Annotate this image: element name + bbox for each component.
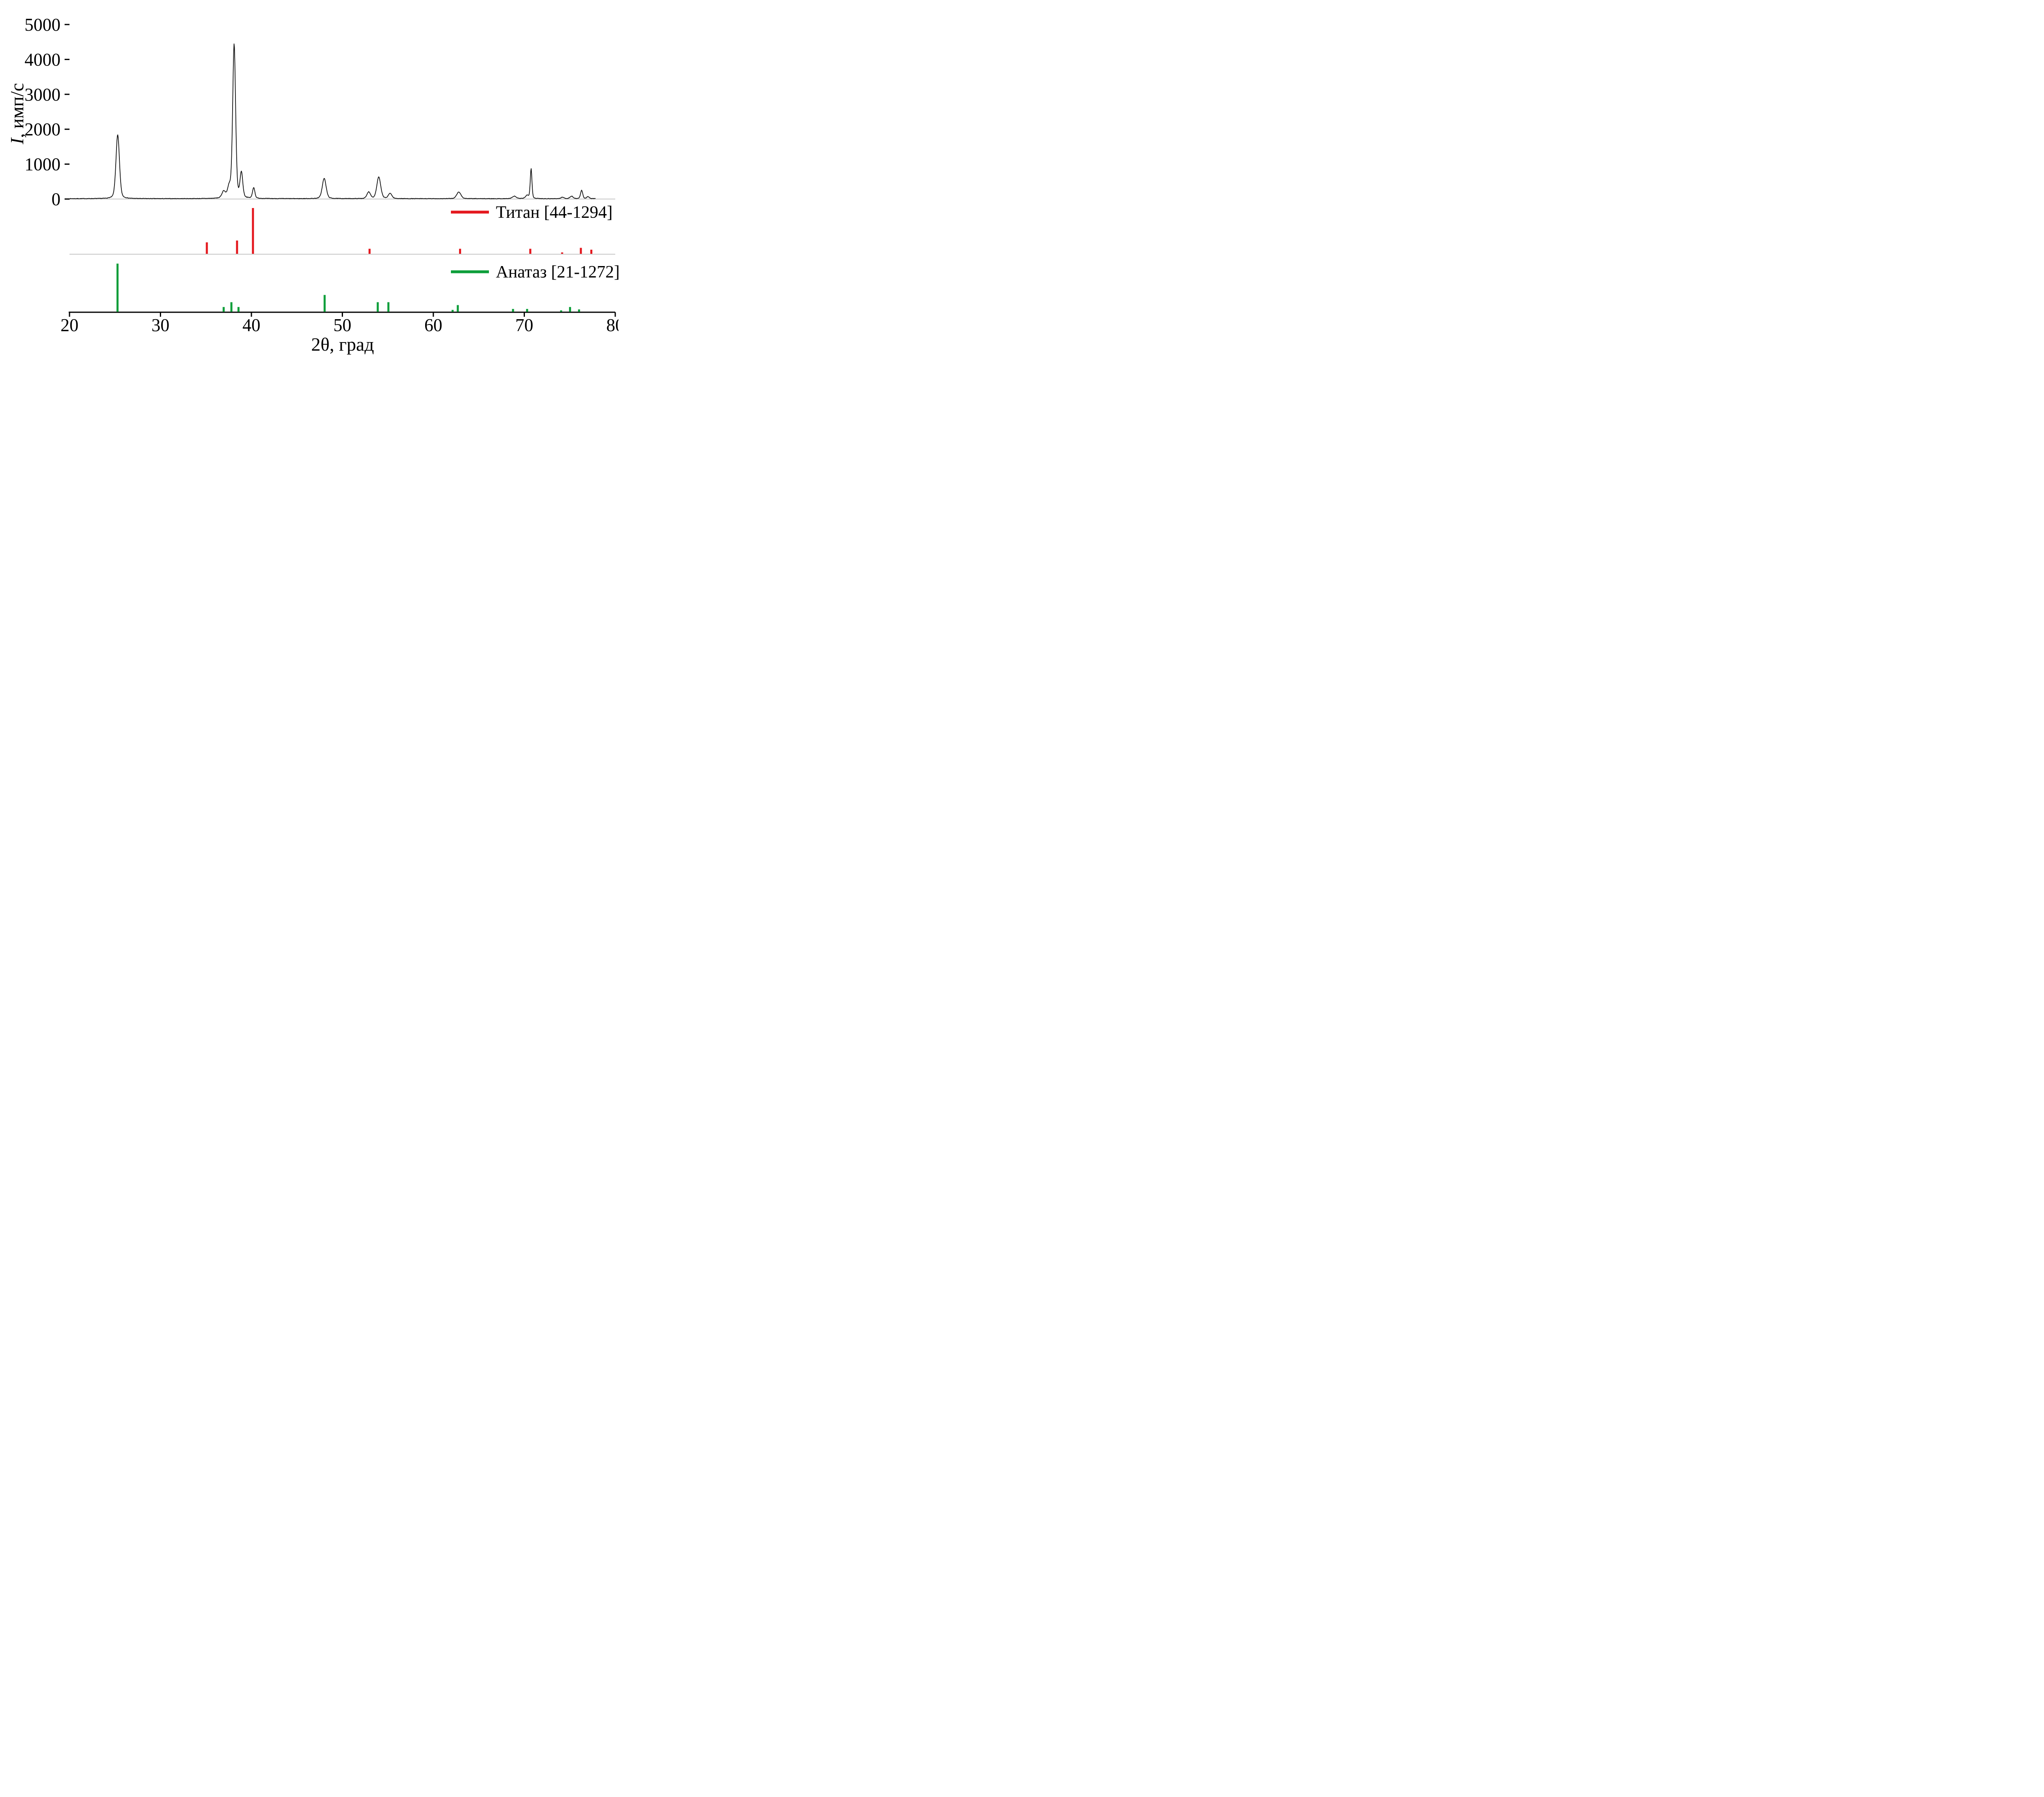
y-tick-label: 0 bbox=[52, 189, 61, 209]
x-tick-label: 50 bbox=[334, 315, 352, 335]
xrd-pattern-curve bbox=[69, 43, 596, 199]
y-tick-label: 3000 bbox=[25, 85, 61, 105]
y-axis-label-symbol: I bbox=[7, 137, 27, 145]
y-tick-label: 5000 bbox=[25, 15, 61, 35]
legend-anatase: Анатаз [21-1272] bbox=[451, 263, 619, 282]
xrd-chart: 20 30 40 50 60 70 80 0 1000 2000 3000 4000 5000 I, и… bbox=[0, 0, 619, 359]
legend-titanium-label: Титан [44-1294] bbox=[496, 203, 613, 222]
x-tick-label: 60 bbox=[424, 315, 442, 335]
y-tick-label: 2000 bbox=[25, 119, 61, 139]
y-axis-label: I, имп/с bbox=[7, 83, 27, 145]
x-axis-label: 2θ, град bbox=[311, 334, 374, 355]
x-tick-label: 80 bbox=[606, 315, 619, 335]
legend-anatase-label: Анатаз [21-1272] bbox=[496, 263, 619, 282]
xrd-plot-svg: 20 30 40 50 60 70 80 0 1000 2000 3000 4000 5000 I, и… bbox=[7, 15, 619, 355]
y-tick-label: 1000 bbox=[25, 154, 61, 175]
x-tick-label: 70 bbox=[515, 315, 533, 335]
generated-plot-layer: 20 30 40 50 60 70 80 0 1000 2000 3000 4000 5000 bbox=[25, 15, 619, 335]
y-tick-label: 4000 bbox=[25, 49, 61, 69]
y-axis-label-units: , имп/с bbox=[7, 83, 27, 138]
legend-titanium: Титан [44-1294] bbox=[451, 203, 613, 222]
x-tick-label: 40 bbox=[242, 315, 260, 335]
x-tick-label: 20 bbox=[61, 315, 78, 335]
x-tick-label: 30 bbox=[152, 315, 170, 335]
